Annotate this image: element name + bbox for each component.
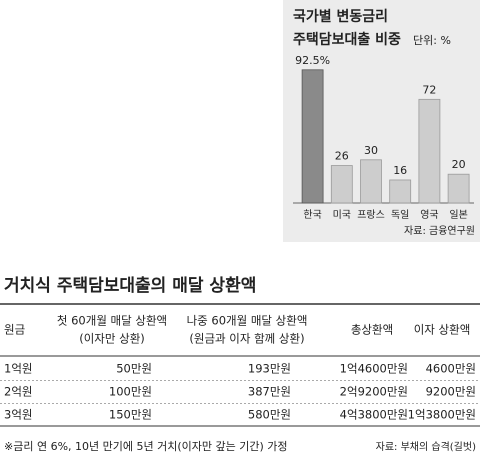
table-cell: 2억원 [4, 385, 32, 399]
table-cell: 4억3800만원 [340, 408, 408, 422]
table-cell: 3억원 [4, 408, 32, 422]
table-cell: 1억4600만원 [340, 362, 408, 376]
chart-subtitle: 주택담보대출 비중 [293, 31, 401, 48]
table-cell: 9200만원 [426, 385, 476, 399]
column-header: 원금 [4, 323, 25, 337]
table-cell: 1억원 [4, 362, 32, 376]
column-header: 총상환액 [351, 323, 393, 337]
table-note: ※금리 연 6%, 10년 만기에 5년 거치(이자만 갚는 기간) 가정 [4, 440, 288, 453]
value-label: 30 [364, 144, 378, 157]
value-label: 72 [422, 83, 436, 96]
column-header: (원금과 이자 함께 상환) [189, 332, 304, 346]
table-cell: 387만원 [248, 385, 291, 399]
table-cell: 100만원 [109, 385, 152, 399]
x-tick-label: 미국 [333, 209, 351, 221]
table-source: 자료: 부채의 습격(길벗) [376, 440, 476, 453]
value-label: 92.5% [295, 54, 330, 67]
table-cell: 580만원 [248, 408, 291, 422]
table-cell: 1억3800만원 [408, 408, 476, 422]
table-cell: 150만원 [109, 408, 152, 422]
bar [301, 69, 324, 204]
bar [330, 165, 353, 204]
table-cell: 50만원 [116, 362, 152, 376]
chart-title: 국가별 변동금리 [293, 8, 388, 25]
x-tick-label: 프랑스 [357, 209, 385, 221]
x-tick-label: 일본 [449, 209, 467, 221]
bar [447, 173, 470, 204]
value-label: 16 [393, 164, 407, 177]
x-tick-label: 한국 [303, 209, 321, 221]
table-title: 거치식 주택담보대출의 매달 상환액 [4, 275, 256, 296]
value-label: 26 [335, 150, 349, 163]
bar [360, 159, 382, 204]
column-header: (이자만 상환) [79, 332, 145, 346]
table-cell: 193만원 [248, 362, 291, 376]
x-tick-label: 독일 [391, 209, 409, 221]
value-label: 20 [452, 158, 466, 171]
column-header: 이자 상환액 [414, 323, 471, 337]
x-tick-label: 영국 [420, 209, 438, 221]
column-header: 첫 60개월 매달 상환액 [57, 314, 167, 328]
table-cell: 4600만원 [426, 362, 476, 376]
bar [418, 98, 441, 204]
table-cell: 2억9200만원 [340, 385, 408, 399]
unit-note: 단위: % [413, 34, 451, 47]
bar [389, 179, 412, 204]
chart-source: 자료: 금융연구원 [404, 225, 475, 237]
column-header: 나중 60개월 매달 상환액 [187, 314, 308, 328]
